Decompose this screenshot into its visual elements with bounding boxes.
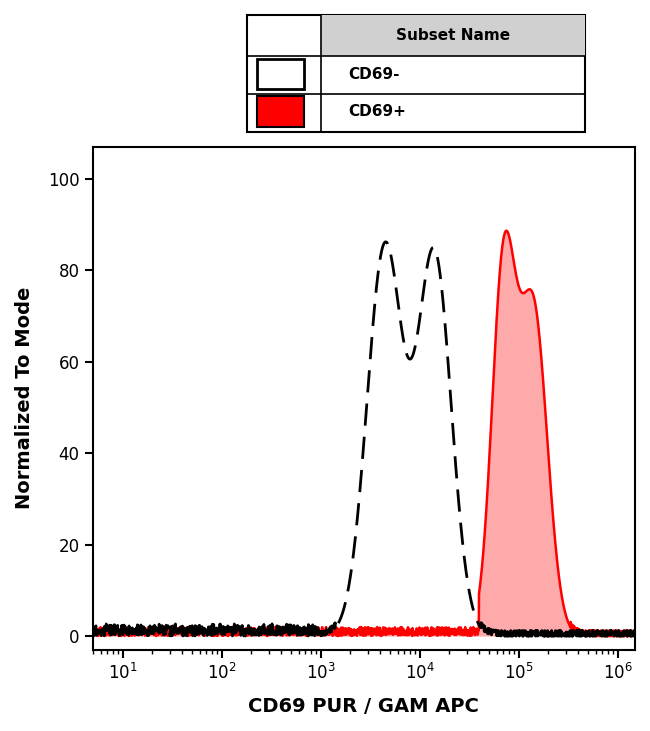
X-axis label: CD69 PUR / GAM APC: CD69 PUR / GAM APC [248,697,479,716]
Text: Subset Name: Subset Name [396,28,510,42]
Text: CD69-: CD69- [348,67,400,82]
FancyBboxPatch shape [257,96,304,127]
FancyBboxPatch shape [257,59,304,89]
Y-axis label: Normalized To Mode: Normalized To Mode [15,287,34,510]
FancyBboxPatch shape [321,15,585,56]
Text: CD69+: CD69+ [348,105,406,119]
FancyBboxPatch shape [247,15,585,132]
